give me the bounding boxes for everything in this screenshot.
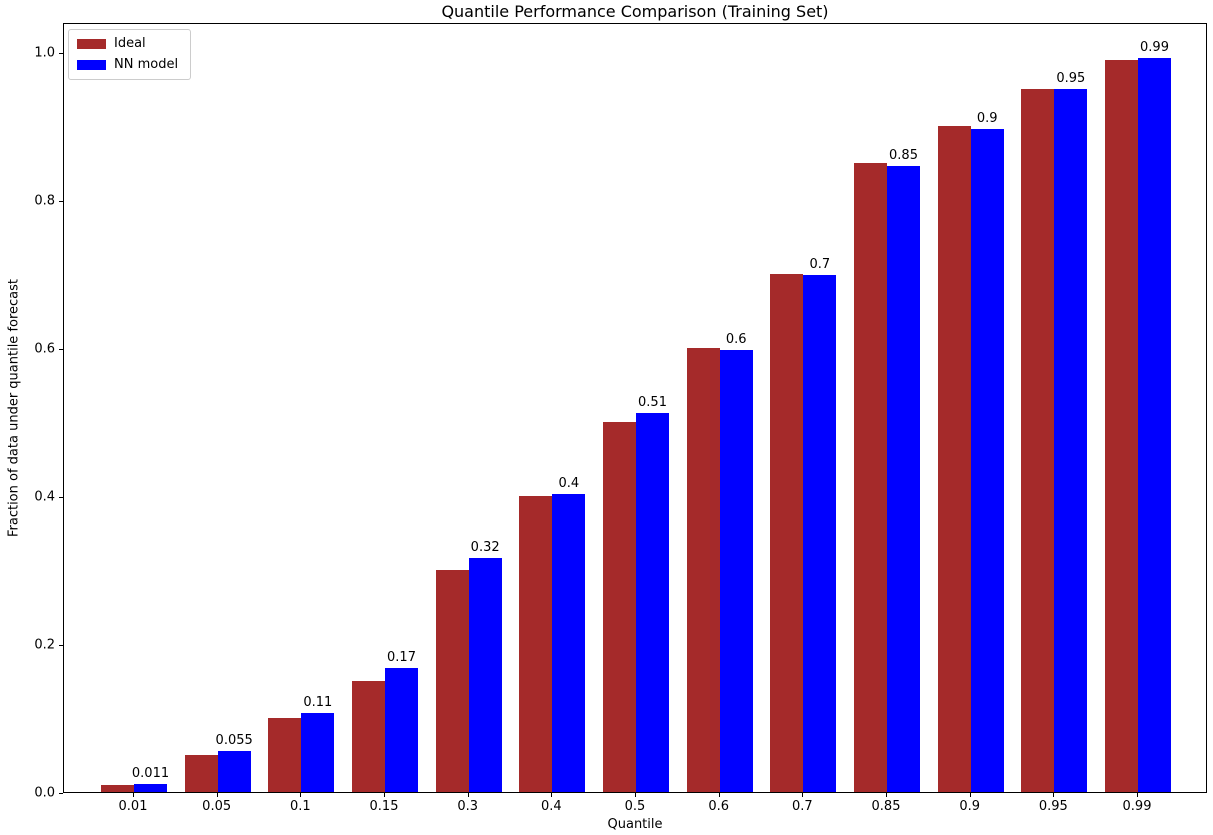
x-tick-label: 0.85 <box>871 799 901 814</box>
legend-swatch-ideal <box>77 39 106 49</box>
bar-nn-0.5 <box>636 413 669 792</box>
y-tick-label: 0.8 <box>34 193 55 209</box>
bar-value-label: 0.6 <box>725 332 747 348</box>
x-tick-label: 0.9 <box>959 799 980 814</box>
x-tick-label: 0.6 <box>708 799 729 814</box>
bar-nn-0.99 <box>1138 58 1171 792</box>
bar-ideal-0.99 <box>1105 59 1138 792</box>
bar-value-label: 0.85 <box>889 148 918 164</box>
legend-item: Ideal <box>77 36 178 52</box>
bar-ideal-0.15 <box>352 681 385 792</box>
x-tick-label: 0.95 <box>1038 799 1068 814</box>
bar-nn-0.05 <box>217 751 251 792</box>
bar-ideal-0.85 <box>854 163 887 792</box>
x-tick <box>1137 793 1138 797</box>
bar-nn-0.85 <box>887 166 920 792</box>
y-tick <box>59 201 63 203</box>
x-tick <box>300 793 302 797</box>
x-tick <box>969 793 971 797</box>
x-tick-label: 0.01 <box>118 799 148 814</box>
x-tick <box>133 793 134 797</box>
legend-swatch-nn-model <box>77 60 106 70</box>
y-tick <box>59 497 63 499</box>
bar-value-label: 0.11 <box>303 694 333 710</box>
x-tick <box>886 793 887 797</box>
bar-value-label: 0.32 <box>470 540 500 556</box>
bar-nn-0.4 <box>552 493 586 792</box>
y-tick-label: 1.0 <box>34 45 55 61</box>
x-tick <box>1053 793 1055 797</box>
x-tick-label: 0.05 <box>202 799 232 814</box>
x-tick-label: 0.3 <box>457 799 478 814</box>
bar-value-label: 0.17 <box>387 650 416 666</box>
plot-area: 0.011 0.055 0.11 0.17 0.32 0.4 0.51 0.6 0.7 0.85 0… <box>63 23 1207 793</box>
bar-ideal-0.7 <box>770 274 804 792</box>
x-tick <box>718 793 720 797</box>
y-tick <box>59 645 63 647</box>
y-tick-label: 0.0 <box>34 785 55 801</box>
x-tick <box>384 793 385 797</box>
bar-value-label: 0.51 <box>638 395 667 411</box>
bar-ideal-0.5 <box>603 422 636 792</box>
y-tick-label: 0.4 <box>34 489 55 505</box>
bar-ideal-0.95 <box>1021 89 1055 792</box>
bar-nn-0.15 <box>385 668 418 792</box>
bar-nn-0.1 <box>301 712 335 792</box>
y-tick-label: 0.6 <box>34 341 55 357</box>
bar-value-label: 0.011 <box>131 765 170 781</box>
bar-nn-0.01 <box>134 783 167 792</box>
x-tick <box>635 793 636 797</box>
y-tick <box>59 53 63 55</box>
bar-ideal-0.05 <box>184 755 218 792</box>
x-tick-label: 0.15 <box>369 799 399 814</box>
x-tick-label: 0.5 <box>624 799 646 814</box>
bar-nn-0.7 <box>803 274 837 792</box>
x-tick-label: 0.1 <box>289 799 311 814</box>
x-tick-label: 0.4 <box>540 799 562 814</box>
bar-ideal-0.4 <box>519 496 553 792</box>
bar-value-label: 0.9 <box>976 110 998 126</box>
bar-ideal-0.01 <box>101 784 134 792</box>
legend-label: NN model <box>114 57 179 72</box>
bar-nn-0.6 <box>719 350 753 792</box>
x-tick-label: 0.7 <box>791 799 813 814</box>
x-tick <box>802 793 804 797</box>
bar-ideal-0.9 <box>937 126 971 792</box>
x-tick <box>467 793 469 797</box>
y-tick <box>59 349 63 351</box>
legend: Ideal NN model <box>68 29 192 80</box>
chart-title: Quantile Performance Comparison (Trainin… <box>441 2 829 21</box>
bar-value-label: 0.4 <box>558 475 580 491</box>
legend-item: NN model <box>77 57 178 73</box>
y-tick <box>59 793 63 794</box>
bar-value-label: 0.99 <box>1140 40 1169 56</box>
legend-label: Ideal <box>114 36 146 51</box>
y-tick-label: 0.2 <box>34 637 55 653</box>
bar-value-label: 0.7 <box>809 256 831 272</box>
bar-nn-0.9 <box>970 128 1004 792</box>
bar-value-label: 0.055 <box>215 733 253 749</box>
bar-ideal-0.1 <box>268 718 302 792</box>
x-tick-label: 0.99 <box>1122 799 1152 814</box>
bar-ideal-0.6 <box>686 348 720 792</box>
x-tick <box>551 793 553 797</box>
x-tick <box>216 793 218 797</box>
bar-nn-0.3 <box>468 558 502 792</box>
x-axis-label: Quantile <box>607 817 663 832</box>
bar-nn-0.95 <box>1054 88 1088 792</box>
bar-value-label: 0.95 <box>1056 70 1086 86</box>
bar-ideal-0.3 <box>435 570 469 792</box>
